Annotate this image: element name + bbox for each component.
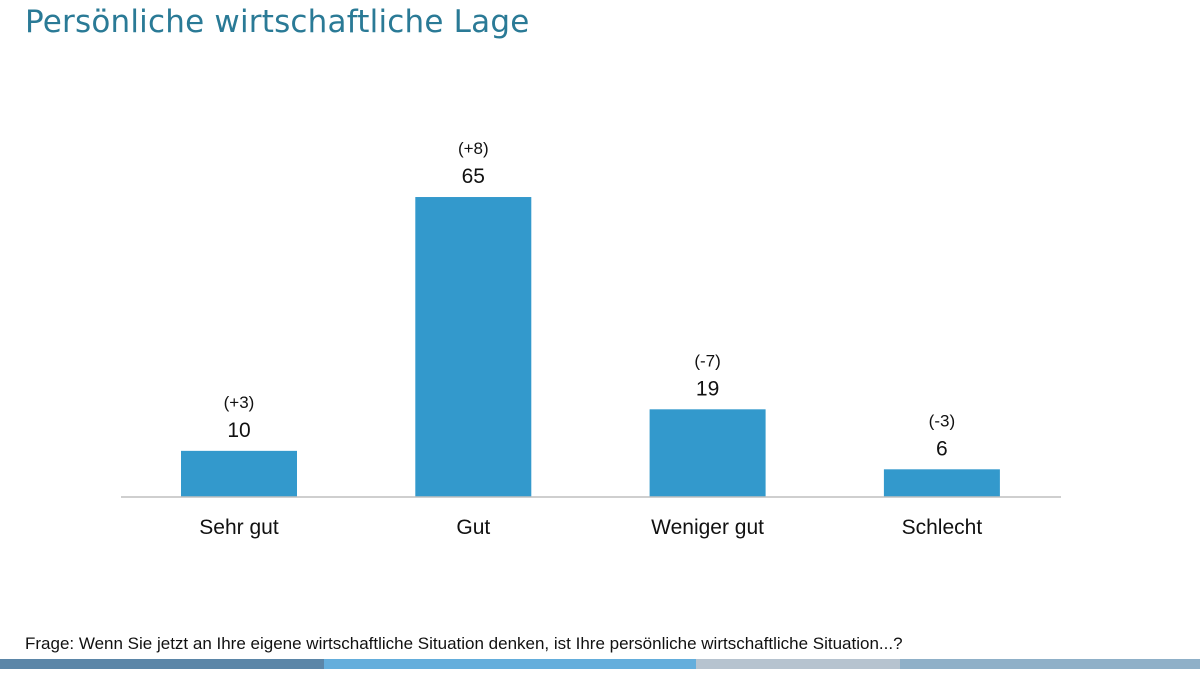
bottom-decorative-bar [0, 659, 1200, 669]
bar-sehr-gut [181, 450, 297, 497]
bar-value-label: 65 [462, 165, 485, 188]
bar-chart: 10 (+3) Sehr gut 65 (+8) Gut 19 (-7) Weniger gut… [121, 139, 1061, 539]
bottom-bar-segment [324, 659, 696, 669]
labels-layer: 10 (+3) Sehr gut 65 (+8) Gut 19 (-7) Weniger gut… [199, 139, 982, 539]
bar-weniger-gut [649, 409, 766, 497]
x-category-label: Weniger gut [651, 516, 764, 539]
question-footnote: Frage: Wenn Sie jetzt an Ihre eigene wir… [25, 634, 903, 653]
x-category-label: Schlecht [902, 516, 983, 539]
bottom-bar-segment [900, 659, 1200, 669]
bar-value-label: 19 [696, 377, 719, 400]
bottom-bar-segment [696, 659, 900, 669]
bars-layer [181, 197, 1000, 497]
bar-change-label: (-7) [694, 351, 720, 370]
x-category-label: Gut [456, 516, 490, 539]
x-category-label: Sehr gut [199, 516, 279, 539]
chart-title: Persönliche wirtschaftliche Lage [25, 4, 530, 40]
bar-change-label: (-3) [929, 411, 955, 430]
bar-schlecht [883, 469, 1000, 497]
bar-change-label: (+8) [458, 139, 489, 158]
bar-value-label: 6 [936, 437, 948, 460]
bar-gut [415, 197, 532, 497]
bar-change-label: (+3) [224, 393, 255, 412]
bottom-bar-segment [0, 659, 324, 669]
bar-value-label: 10 [227, 419, 250, 442]
